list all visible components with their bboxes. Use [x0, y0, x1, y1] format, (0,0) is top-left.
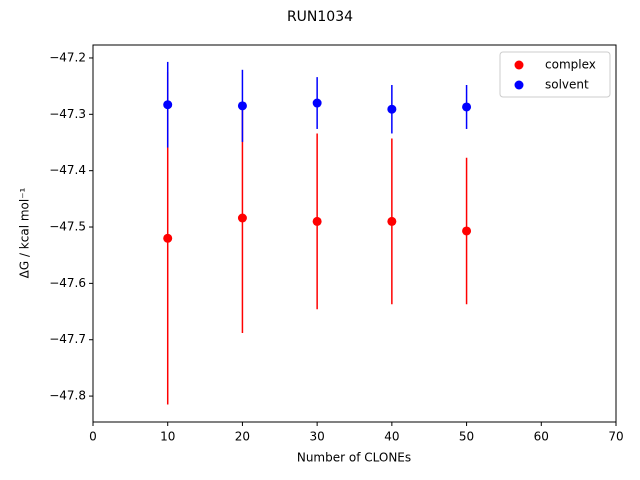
- x-tick-label: 60: [534, 430, 549, 444]
- y-tick-label: −47.7: [49, 332, 86, 346]
- y-tick-label: −47.3: [49, 107, 86, 121]
- y-axis-label: ΔG / kcal mol⁻¹: [18, 187, 32, 278]
- x-axis-label: Number of CLONEs: [297, 451, 411, 465]
- x-tick-label: 20: [235, 430, 250, 444]
- legend-marker: [514, 80, 524, 90]
- point: [312, 98, 322, 108]
- y-tick-label: −47.2: [49, 50, 86, 64]
- point: [462, 226, 472, 236]
- point: [237, 101, 247, 111]
- y-tick-label: −47.6: [49, 276, 86, 290]
- chart-title: RUN1034: [287, 9, 353, 25]
- point: [163, 233, 173, 243]
- x-tick-label: 10: [160, 430, 175, 444]
- point: [387, 216, 397, 226]
- x-tick-label: 0: [89, 430, 97, 444]
- x-tick-label: 50: [459, 430, 474, 444]
- point: [163, 100, 173, 110]
- y-tick-label: −47.4: [49, 163, 86, 177]
- legend-label: complex: [545, 58, 596, 72]
- point: [312, 216, 322, 226]
- legend-label: solvent: [545, 78, 589, 92]
- x-tick-label: 40: [384, 430, 399, 444]
- point: [462, 102, 472, 112]
- plot-frame: [92, 44, 617, 423]
- x-tick-label: 70: [608, 430, 623, 444]
- legend-box: [499, 51, 611, 98]
- legend-marker: [514, 60, 524, 70]
- point: [237, 213, 247, 223]
- y-tick-label: −47.8: [49, 389, 86, 403]
- point: [387, 104, 397, 114]
- x-tick-label: 30: [310, 430, 325, 444]
- y-tick-label: −47.5: [49, 220, 86, 234]
